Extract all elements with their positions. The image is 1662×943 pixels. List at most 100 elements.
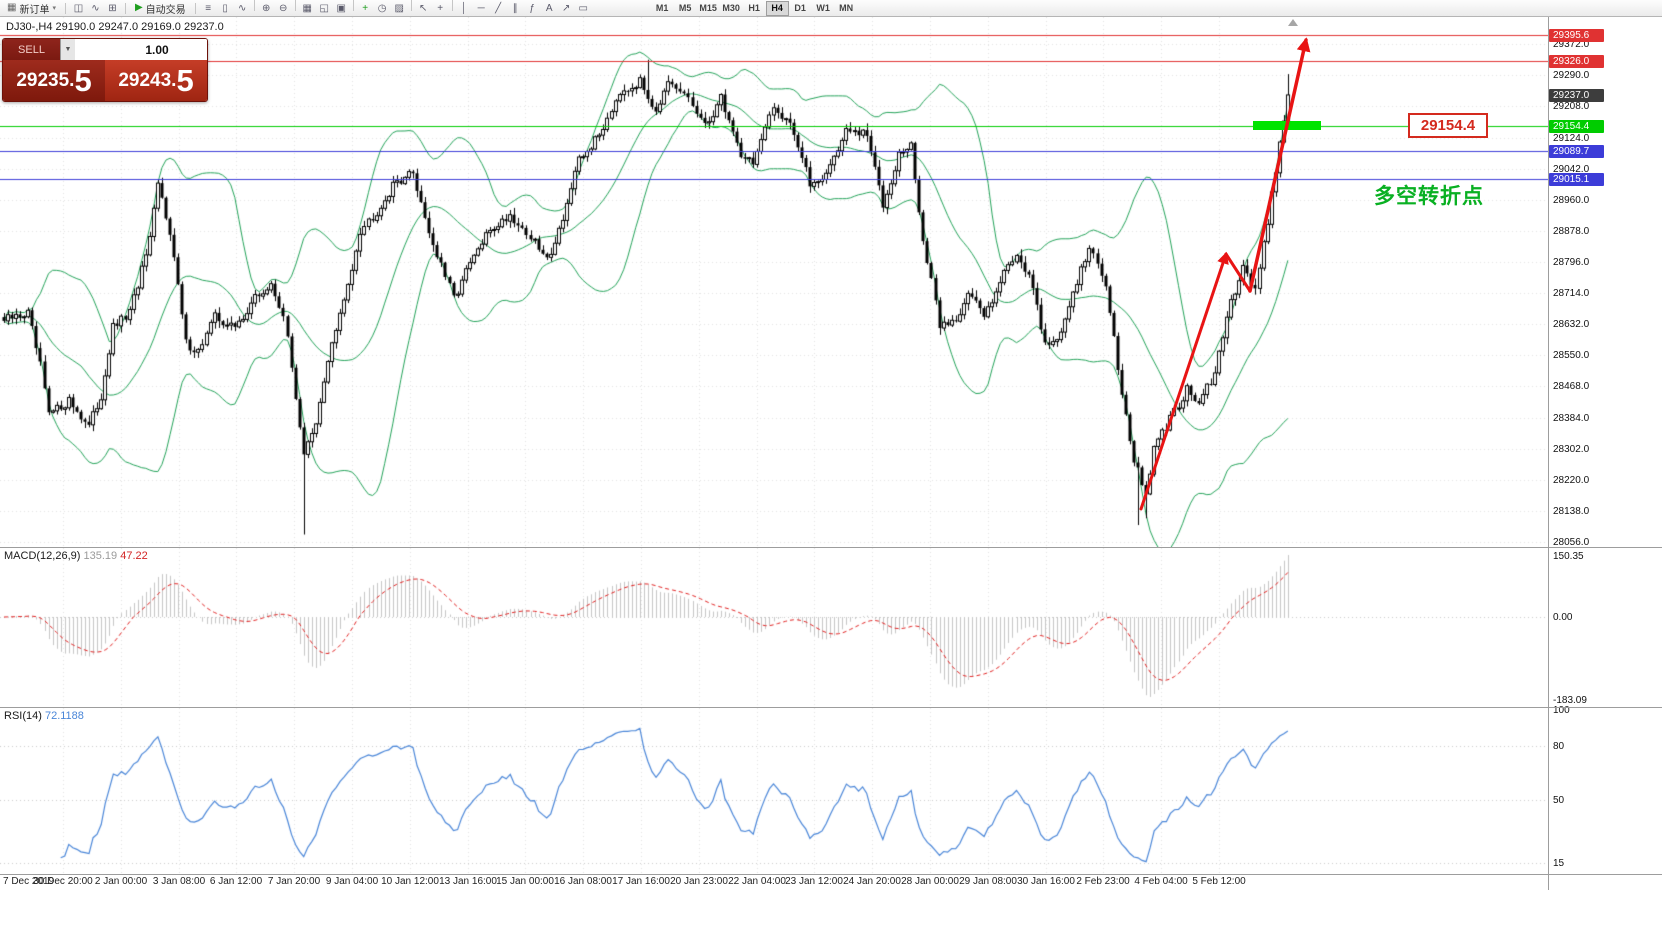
trendline-icon[interactable]: ╱ (495, 3, 502, 15)
time-axis-label: 16 Jan 08:00 (554, 876, 612, 887)
panel-resize-handle[interactable] (0, 547, 1662, 548)
new-order-button[interactable]: ▦ 新订单 ▾ (2, 1, 61, 16)
timeframe-H1[interactable]: H1 (748, 3, 760, 13)
timeframe-toolbar: M1 M5 M15 M30 H1 H4 D1 W1 MN (651, 0, 858, 16)
price-axis-label: 29124.0 (1553, 132, 1590, 144)
macd-axis-label: 150.35 (1553, 551, 1584, 562)
cursor-icon[interactable]: ↖ (418, 3, 428, 15)
timeframe-M15[interactable]: M15 (699, 3, 717, 13)
line-chart-icon[interactable]: ∿ (237, 3, 247, 15)
candlestick-icon[interactable]: ▯ (222, 3, 228, 15)
time-axis-label: 20 Jan 23:00 (670, 876, 728, 887)
vertical-line-icon[interactable]: │ (461, 3, 468, 15)
highlight-zone[interactable] (1253, 121, 1321, 130)
price-axis[interactable]: 29372.0 29290.0 29208.0 29124.0 29042.0 28960… (1549, 17, 1662, 890)
price-axis-label: 29290.0 (1553, 69, 1590, 81)
timeframe-M30[interactable]: M30 (722, 3, 740, 13)
time-axis-separator (0, 874, 1662, 875)
time-axis-label: 2 Feb 23:00 (1076, 876, 1130, 887)
toolbar-separator (64, 2, 66, 14)
price-axis-label: 29372.0 (1553, 38, 1590, 50)
timeframe-M5[interactable]: M5 (678, 3, 692, 13)
tick-chart-icon[interactable]: ∿ (91, 2, 100, 14)
crosshair-icon[interactable]: + (437, 3, 444, 15)
time-axis-label: 28 Jan 00:00 (901, 876, 959, 887)
time-axis-label: 13 Jan 16:00 (439, 876, 497, 887)
cascade-windows-icon[interactable]: ◱ (319, 3, 329, 15)
time-axis-label: 7 Jan 20:00 (267, 876, 321, 887)
fibonacci-icon[interactable]: ƒ (529, 3, 535, 15)
rsi-axis-label: 50 (1553, 795, 1565, 806)
axis-separator (1548, 17, 1549, 890)
time-axis-label: 22 Jan 04:00 (728, 876, 786, 887)
period-icon[interactable]: ◷ (377, 3, 387, 15)
price-axis-label: 28714.0 (1553, 287, 1590, 299)
chart-shift-marker[interactable] (1288, 19, 1298, 26)
sell-price: 29235. (16, 69, 75, 91)
sell-price-pip: 5 (74, 62, 92, 98)
time-axis-label: 4 Feb 04:00 (1134, 876, 1188, 887)
bar-chart-icon[interactable]: ≡ (205, 3, 212, 15)
timeframe-D1[interactable]: D1 (794, 3, 806, 13)
autotrading-label: 自动交易 (145, 4, 186, 16)
volume-control: ▼ ▲ (60, 39, 207, 60)
zoom-in-icon[interactable]: ⊕ (261, 3, 271, 15)
time-axis-label: 10 Jan 12:00 (381, 876, 439, 887)
annotation-text[interactable]: 多空转折点 (1374, 185, 1484, 208)
time-axis-label: 30 Jan 16:00 (1017, 876, 1075, 887)
play-icon: ▶ (134, 2, 143, 13)
channel-icon[interactable]: ∥ (512, 3, 518, 15)
buy-price-button[interactable]: 29243. 5 (105, 60, 207, 101)
sell-button[interactable]: SELL (3, 39, 60, 60)
panel-resize-handle[interactable] (0, 707, 1662, 708)
new-chart-icon[interactable]: ⊞ (108, 2, 117, 14)
arrange-windows-icon[interactable]: ▣ (336, 3, 346, 15)
price-callout-box[interactable]: 29154.4 (1408, 113, 1488, 138)
macd-signal-value: 47.22 (120, 550, 148, 562)
toolbar-separator (124, 2, 126, 14)
timeframe-M1[interactable]: M1 (655, 3, 669, 13)
price-axis-label: 28796.0 (1553, 256, 1590, 268)
autotrading-button[interactable]: ▶ 自动交易 (130, 1, 191, 16)
time-axis-label: 5 Feb 12:00 (1192, 876, 1246, 887)
macd-main-value: 135.19 (83, 550, 118, 562)
tile-windows-icon[interactable]: ▦ (302, 3, 312, 15)
rsi-value: 72.1188 (44, 710, 84, 722)
arrow-tool-icon[interactable]: ↗ (561, 3, 571, 15)
price-axis-label: 28302.0 (1553, 443, 1590, 455)
timeframe-W1[interactable]: W1 (816, 3, 830, 13)
main-chart-canvas[interactable] (0, 17, 1548, 547)
current-price-tag: 29237.0 (1549, 88, 1604, 102)
price-level-tag: 29326.0 (1549, 55, 1604, 69)
timeframe-MN[interactable]: MN (839, 3, 854, 13)
buy-price: 29243. (118, 69, 177, 91)
volume-decrease-button[interactable]: ▼ (61, 39, 75, 60)
text-icon[interactable]: A (545, 3, 553, 15)
macd-panel-canvas[interactable] (0, 548, 1548, 707)
timeframe-H4[interactable]: H4 (765, 0, 789, 16)
price-axis-label: 28056.0 (1553, 536, 1590, 548)
sell-price-button[interactable]: 29235. 5 (3, 60, 105, 101)
toolbar-separator (294, 0, 296, 12)
zoom-out-icon[interactable]: ⊖ (278, 3, 288, 15)
new-order-label: 新订单 (19, 4, 50, 16)
chart-ohlc-info: DJ30-,H4 29190.0 29247.0 29169.0 29237.0 (6, 21, 224, 33)
price-axis-label: 28384.0 (1553, 412, 1590, 424)
horizontal-line-icon[interactable]: ─ (477, 3, 485, 15)
toolbar-separator (352, 0, 354, 12)
shapes-icon[interactable]: ▭ (578, 3, 588, 15)
rsi-name: RSI(14) (4, 710, 42, 722)
volume-input[interactable] (75, 39, 207, 60)
time-axis[interactable]: 7 Dec 2019 30 Dec 20:00 2 Jan 00:00 3 Jan 0… (0, 875, 1548, 890)
template-icon[interactable]: ▨ (394, 3, 404, 15)
price-level-tag: 29395.6 (1549, 28, 1604, 42)
toolbar-separator (253, 0, 255, 12)
chart-window-icon[interactable]: ◫ (73, 2, 84, 14)
add-indicator-icon[interactable]: + (362, 3, 369, 15)
rsi-axis-label: 80 (1553, 741, 1565, 752)
rsi-indicator-label: RSI(14) 72.1188 (4, 710, 84, 722)
rsi-panel-canvas[interactable] (0, 708, 1548, 874)
toolbar-group: ≡ ▯ ∿ ⊕ ⊖ ▦ ◱ ▣ + ◷ ▨ ↖ + │ ─ ╱ ∥ ƒ A ↗ ▭ (200, 0, 592, 16)
price-level-tag: 29015.1 (1549, 172, 1604, 186)
